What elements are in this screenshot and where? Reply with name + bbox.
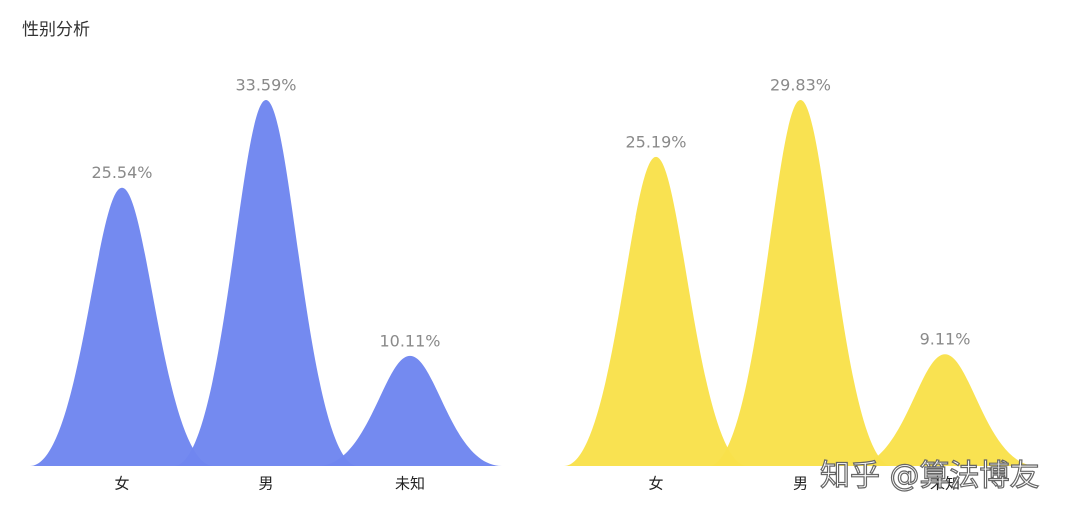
peak [30, 187, 214, 466]
value-label: 10.11% [379, 331, 440, 350]
category-label: 未知 [395, 475, 425, 493]
category-label: 男 [793, 475, 808, 493]
peak [318, 355, 502, 466]
category-label: 女 [114, 475, 129, 493]
value-label: 33.59% [235, 76, 296, 95]
panel-title: 性别分析 [22, 20, 90, 40]
watermark: 知乎 @算法博友 [820, 459, 1040, 494]
peak [853, 354, 1037, 466]
peak [564, 156, 748, 466]
value-label: 25.19% [625, 132, 686, 151]
category-label: 未知 [930, 475, 960, 493]
value-label: 9.11% [920, 330, 971, 349]
category-label: 女 [648, 475, 663, 493]
peak [708, 100, 893, 466]
value-label: 29.83% [770, 76, 831, 95]
value-label: 25.54% [91, 163, 152, 182]
category-label: 男 [258, 475, 273, 493]
peak [174, 100, 358, 466]
